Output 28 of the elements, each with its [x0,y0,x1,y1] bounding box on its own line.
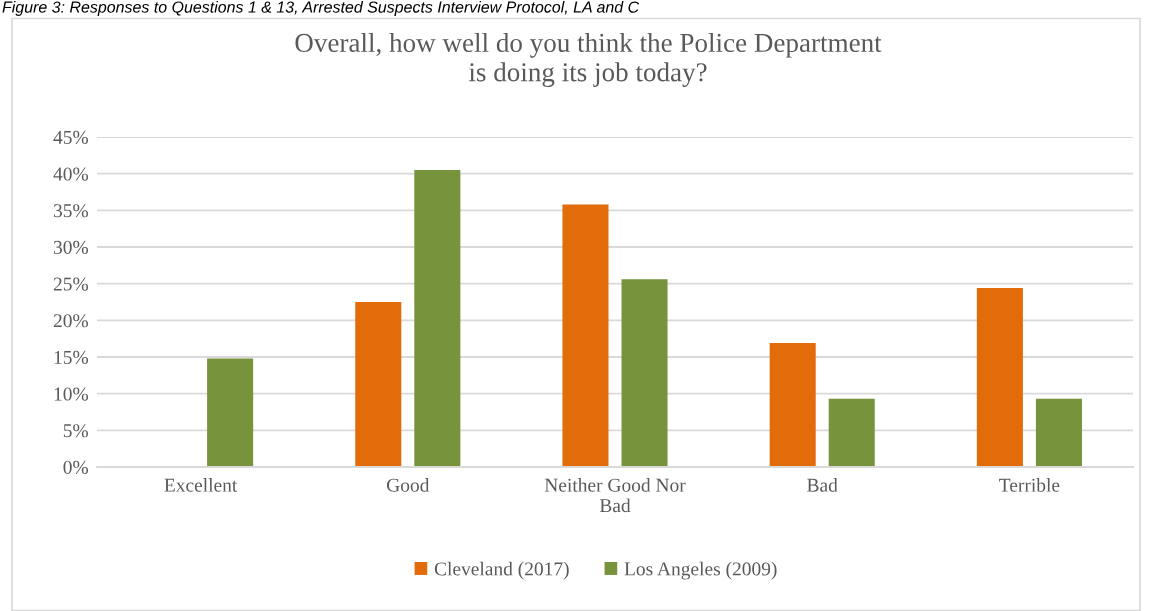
bar [769,343,816,467]
bar [976,288,1023,467]
bar [621,279,668,467]
bar [355,302,402,467]
y-tick-label: 35% [53,204,88,218]
y-tick-label: 0% [63,460,88,474]
bar [828,398,875,467]
caption: Figure 3: Responses to Questions 1 & 13, Arrested Suspects Interview Protocol, LA and C [2,1,640,16]
y-tick-label: 45% [53,130,88,144]
y-tick-label: 15% [54,350,88,364]
legend-label: Los Angeles (2009) [624,561,777,580]
x-tick-label: Terrible [999,478,1060,492]
bar [1035,398,1082,467]
y-tick-label: 5% [63,424,88,438]
y-tick-label: 10% [54,387,88,401]
y-tick-label: 25% [53,277,88,291]
y-tick-label: 30% [53,240,88,254]
x-tick-label: Good [386,478,430,492]
legend-label: Cleveland (2017) [434,561,569,580]
chart-title: Overall, how well do you think the Police Department is doing its job today? [295,33,882,87]
bar [414,170,461,467]
x-tick-label: Neither Good Nor Bad [544,478,686,513]
x-tick-label: Bad [807,478,838,492]
y-tick-label: 20% [53,314,88,328]
y-tick-label: 40% [53,167,88,181]
x-tick-label: Excellent [164,478,238,492]
bar [562,204,609,467]
bar [207,358,254,467]
